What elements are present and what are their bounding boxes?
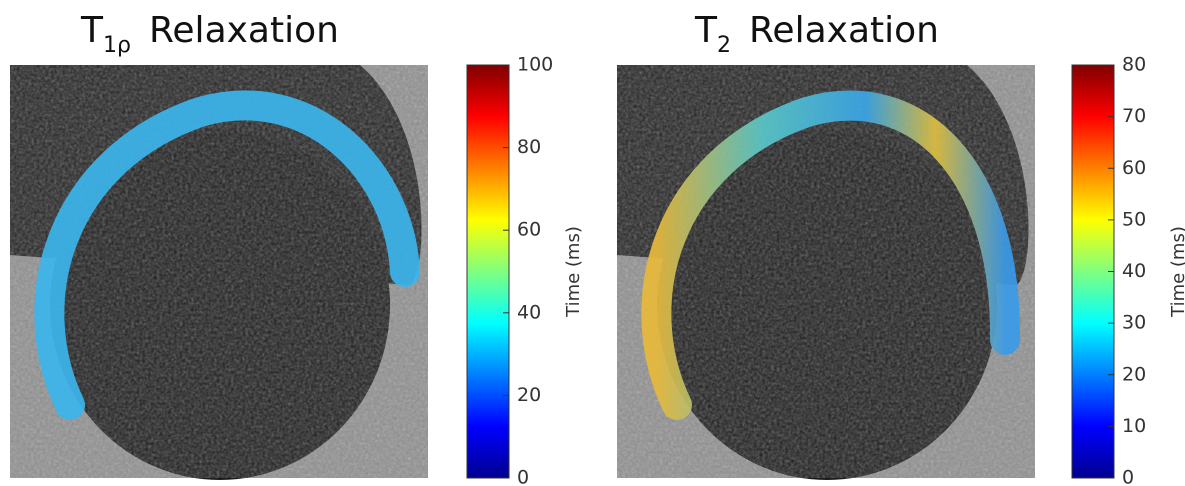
tick-label: 0 — [517, 467, 529, 486]
tick-label: 60 — [517, 219, 541, 241]
tick-label: 20 — [517, 384, 541, 406]
colorbar — [1071, 64, 1115, 479]
title-symbol: T — [694, 10, 718, 51]
title-subscript: 2 — [717, 33, 731, 58]
tick-label: 60 — [1122, 157, 1146, 179]
tick-label: 80 — [1122, 54, 1146, 76]
colorbar-label: Time (ms) — [563, 226, 584, 318]
tick-label: 0 — [1122, 467, 1134, 486]
panel: T2 Relaxation 0 10 20 30 40 50 60 70 80 Time (ms) — [617, 10, 1185, 486]
cartilage-map — [641, 90, 1021, 420]
tick-label: 80 — [517, 136, 541, 158]
title-text: Relaxation — [149, 10, 339, 51]
tick-label: 50 — [1122, 208, 1146, 230]
title-text: Relaxation — [749, 10, 939, 51]
tick-label: 30 — [1122, 312, 1146, 334]
colorbar — [466, 64, 510, 479]
panel: T1ρ Relaxation 0 20 40 60 80 100 Time (ms) — [10, 10, 584, 486]
cartilage-map — [34, 90, 420, 420]
title-subscript: 1ρ — [103, 33, 131, 58]
tick-label: 10 — [1122, 415, 1146, 437]
panel-title: T2 Relaxation — [694, 10, 939, 58]
title-symbol: T — [80, 10, 104, 51]
tick-label: 70 — [1122, 105, 1146, 127]
tick-label: 40 — [1122, 260, 1146, 282]
colorbar-label: Time (ms) — [1168, 226, 1185, 318]
tick-label: 20 — [1122, 363, 1146, 385]
tick-label: 100 — [517, 54, 553, 76]
tick-label: 40 — [517, 301, 541, 323]
panel-title: T1ρ Relaxation — [80, 10, 339, 58]
